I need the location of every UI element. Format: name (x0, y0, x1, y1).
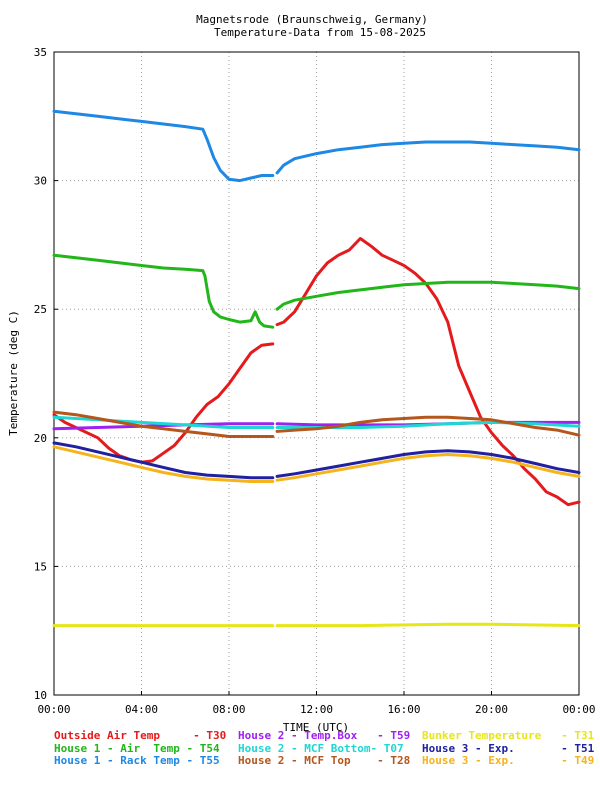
y-axis-label: Temperature (deg C) (7, 310, 20, 436)
x-tick-label: 04:00 (125, 703, 158, 716)
x-tick-label: 12:00 (300, 703, 333, 716)
grid-lines (54, 52, 579, 695)
y-tick-label: 35 (34, 46, 47, 59)
series-line-1 (275, 237, 581, 507)
x-tick-label: 20:00 (475, 703, 508, 716)
series-line-9 (52, 445, 275, 483)
series-line-2 (52, 253, 275, 329)
legend-item: House 1 - Air Temp - T54 (54, 742, 220, 755)
series-line-8 (52, 441, 275, 480)
series-line-5 (52, 415, 275, 429)
series-line-2 (275, 280, 581, 311)
series-line-7 (275, 622, 581, 628)
legend-item: Bunker Temperature - T31 (422, 729, 595, 742)
x-tick-label: 08:00 (212, 703, 245, 716)
x-tick-label: 16:00 (387, 703, 420, 716)
series-line-4 (52, 422, 275, 431)
series-line-6 (275, 415, 581, 437)
legend-item: House 2 - Temp.Box - T59 (238, 729, 410, 742)
x-tick-label: 00:00 (37, 703, 70, 716)
legend-item: House 3 - Exp. - T49 (422, 754, 594, 767)
x-axis-label: TIME (UTC) (283, 721, 349, 734)
y-tick-label: 10 (34, 689, 47, 702)
chart-subtitle: Temperature-Data from 15-08-2025 (214, 26, 426, 39)
series-line-6 (52, 410, 275, 438)
series-line-3 (52, 109, 275, 183)
series-layer (52, 109, 581, 628)
legend-item: House 2 - MCF Top - T28 (238, 754, 410, 767)
series-line-8 (275, 449, 581, 478)
series-line-1 (52, 342, 275, 464)
legend-item: House 1 - Rack Temp - T55 (54, 754, 220, 767)
legend-item: Outside Air Temp - T30 (54, 729, 226, 742)
y-tick-label: 30 (34, 175, 47, 188)
axis-ticks: 00:00 04:00 08:00 12:00 16:00 20:00 00:0010152… (34, 46, 596, 716)
y-tick-label: 20 (34, 432, 47, 445)
series-line-9 (275, 453, 581, 482)
y-tick-label: 25 (34, 303, 47, 316)
legend-item: House 3 - Exp. - T51 (422, 742, 595, 755)
chart-title: Magnetsrode (Braunschweig, Germany) (196, 13, 428, 26)
legend-item: House 2 - MCF Bottom- T07 (238, 742, 404, 755)
series-line-3 (275, 140, 581, 175)
y-tick-label: 15 (34, 560, 47, 573)
x-tick-label: 00:00 (562, 703, 595, 716)
